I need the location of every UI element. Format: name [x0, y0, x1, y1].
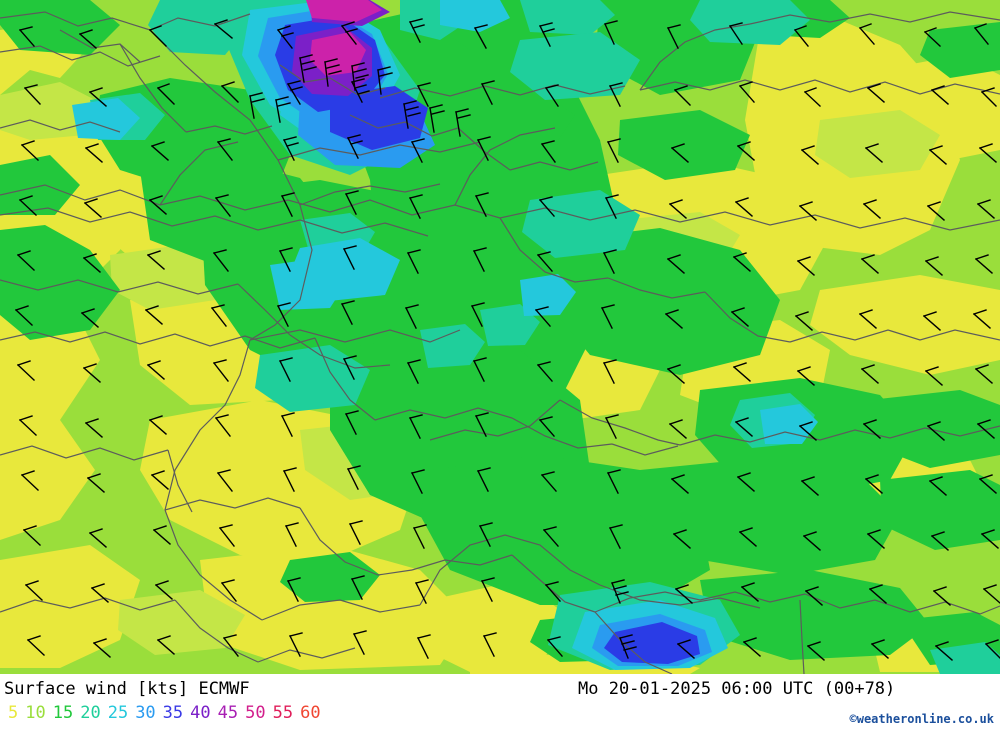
- legend-level-20: 20: [80, 703, 101, 723]
- map-footer: Surface wind [kts] ECMWF Mo 20-01-2025 0…: [0, 674, 1000, 733]
- legend-level-5: 5: [8, 703, 19, 723]
- wind-field-plot: [0, 0, 1000, 674]
- band-group-magenta: [306, 0, 382, 76]
- legend-level-50: 50: [245, 703, 266, 723]
- legend-level-30: 30: [135, 703, 156, 723]
- legend-level-60: 60: [300, 703, 321, 723]
- wind-map-canvas[interactable]: [0, 0, 1000, 674]
- legend-level-40: 40: [190, 703, 211, 723]
- legend-level-55: 55: [272, 703, 294, 723]
- legend-level-25: 25: [107, 703, 129, 723]
- legend-level-10: 10: [25, 703, 46, 723]
- legend-level-45: 45: [217, 703, 239, 723]
- legend-level-15: 15: [52, 703, 74, 723]
- legend-level-35: 35: [162, 703, 184, 723]
- wind-speed-colorbar: 5 10 15 20 25 30 35 40 45 50 55 60: [8, 703, 321, 723]
- map-title: Surface wind [kts] ECMWF: [4, 679, 250, 699]
- copyright-label: ©weatheronline.co.uk: [849, 712, 995, 726]
- wind-barbs-layer: [15, 18, 1000, 661]
- valid-time-label: Mo 20-01-2025 06:00 UTC (00+78): [578, 679, 896, 699]
